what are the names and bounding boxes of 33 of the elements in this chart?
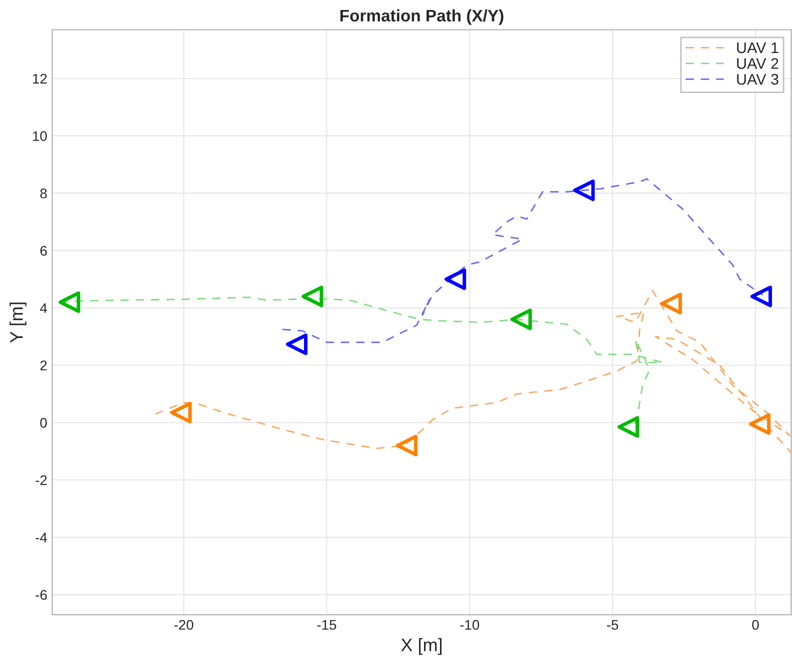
y-tick-label: 6	[40, 246, 47, 256]
point	[302, 286, 324, 308]
chart-title: Formation Path (X/Y)	[340, 9, 504, 25]
x-tick-label: 0	[752, 620, 759, 630]
legend-label: UAV 1	[737, 42, 778, 54]
y-tick-label: 4	[40, 303, 48, 313]
legend-label: UAV 3	[737, 74, 778, 85]
point	[660, 292, 682, 314]
point	[286, 334, 308, 356]
y-axis-title: Y [m]	[10, 302, 26, 343]
y-tick-label: -6	[36, 590, 47, 600]
y-tick-label: 2	[40, 360, 47, 370]
legend-label: UAV 2	[737, 58, 778, 69]
point	[396, 434, 418, 456]
x-tick-label: -10	[460, 620, 480, 630]
x-tick-label: -5	[606, 620, 618, 630]
x-tick-label: -20	[174, 620, 194, 630]
y-tick-label: 8	[40, 188, 47, 198]
point	[617, 416, 640, 438]
point	[748, 413, 771, 435]
y-tick-label: 12	[33, 74, 47, 84]
point	[58, 291, 80, 313]
y-tick-label: -2	[36, 475, 47, 485]
point	[510, 308, 532, 330]
y-tick-label: -4	[36, 532, 48, 542]
x-axis-title: X [m]	[401, 638, 442, 655]
point	[444, 268, 466, 290]
point	[750, 286, 772, 308]
point	[573, 180, 595, 202]
point	[170, 402, 192, 424]
y-tick-label: 10	[33, 131, 47, 142]
x-tick-label: -15	[317, 620, 336, 630]
y-tick-label: 0	[40, 418, 47, 428]
